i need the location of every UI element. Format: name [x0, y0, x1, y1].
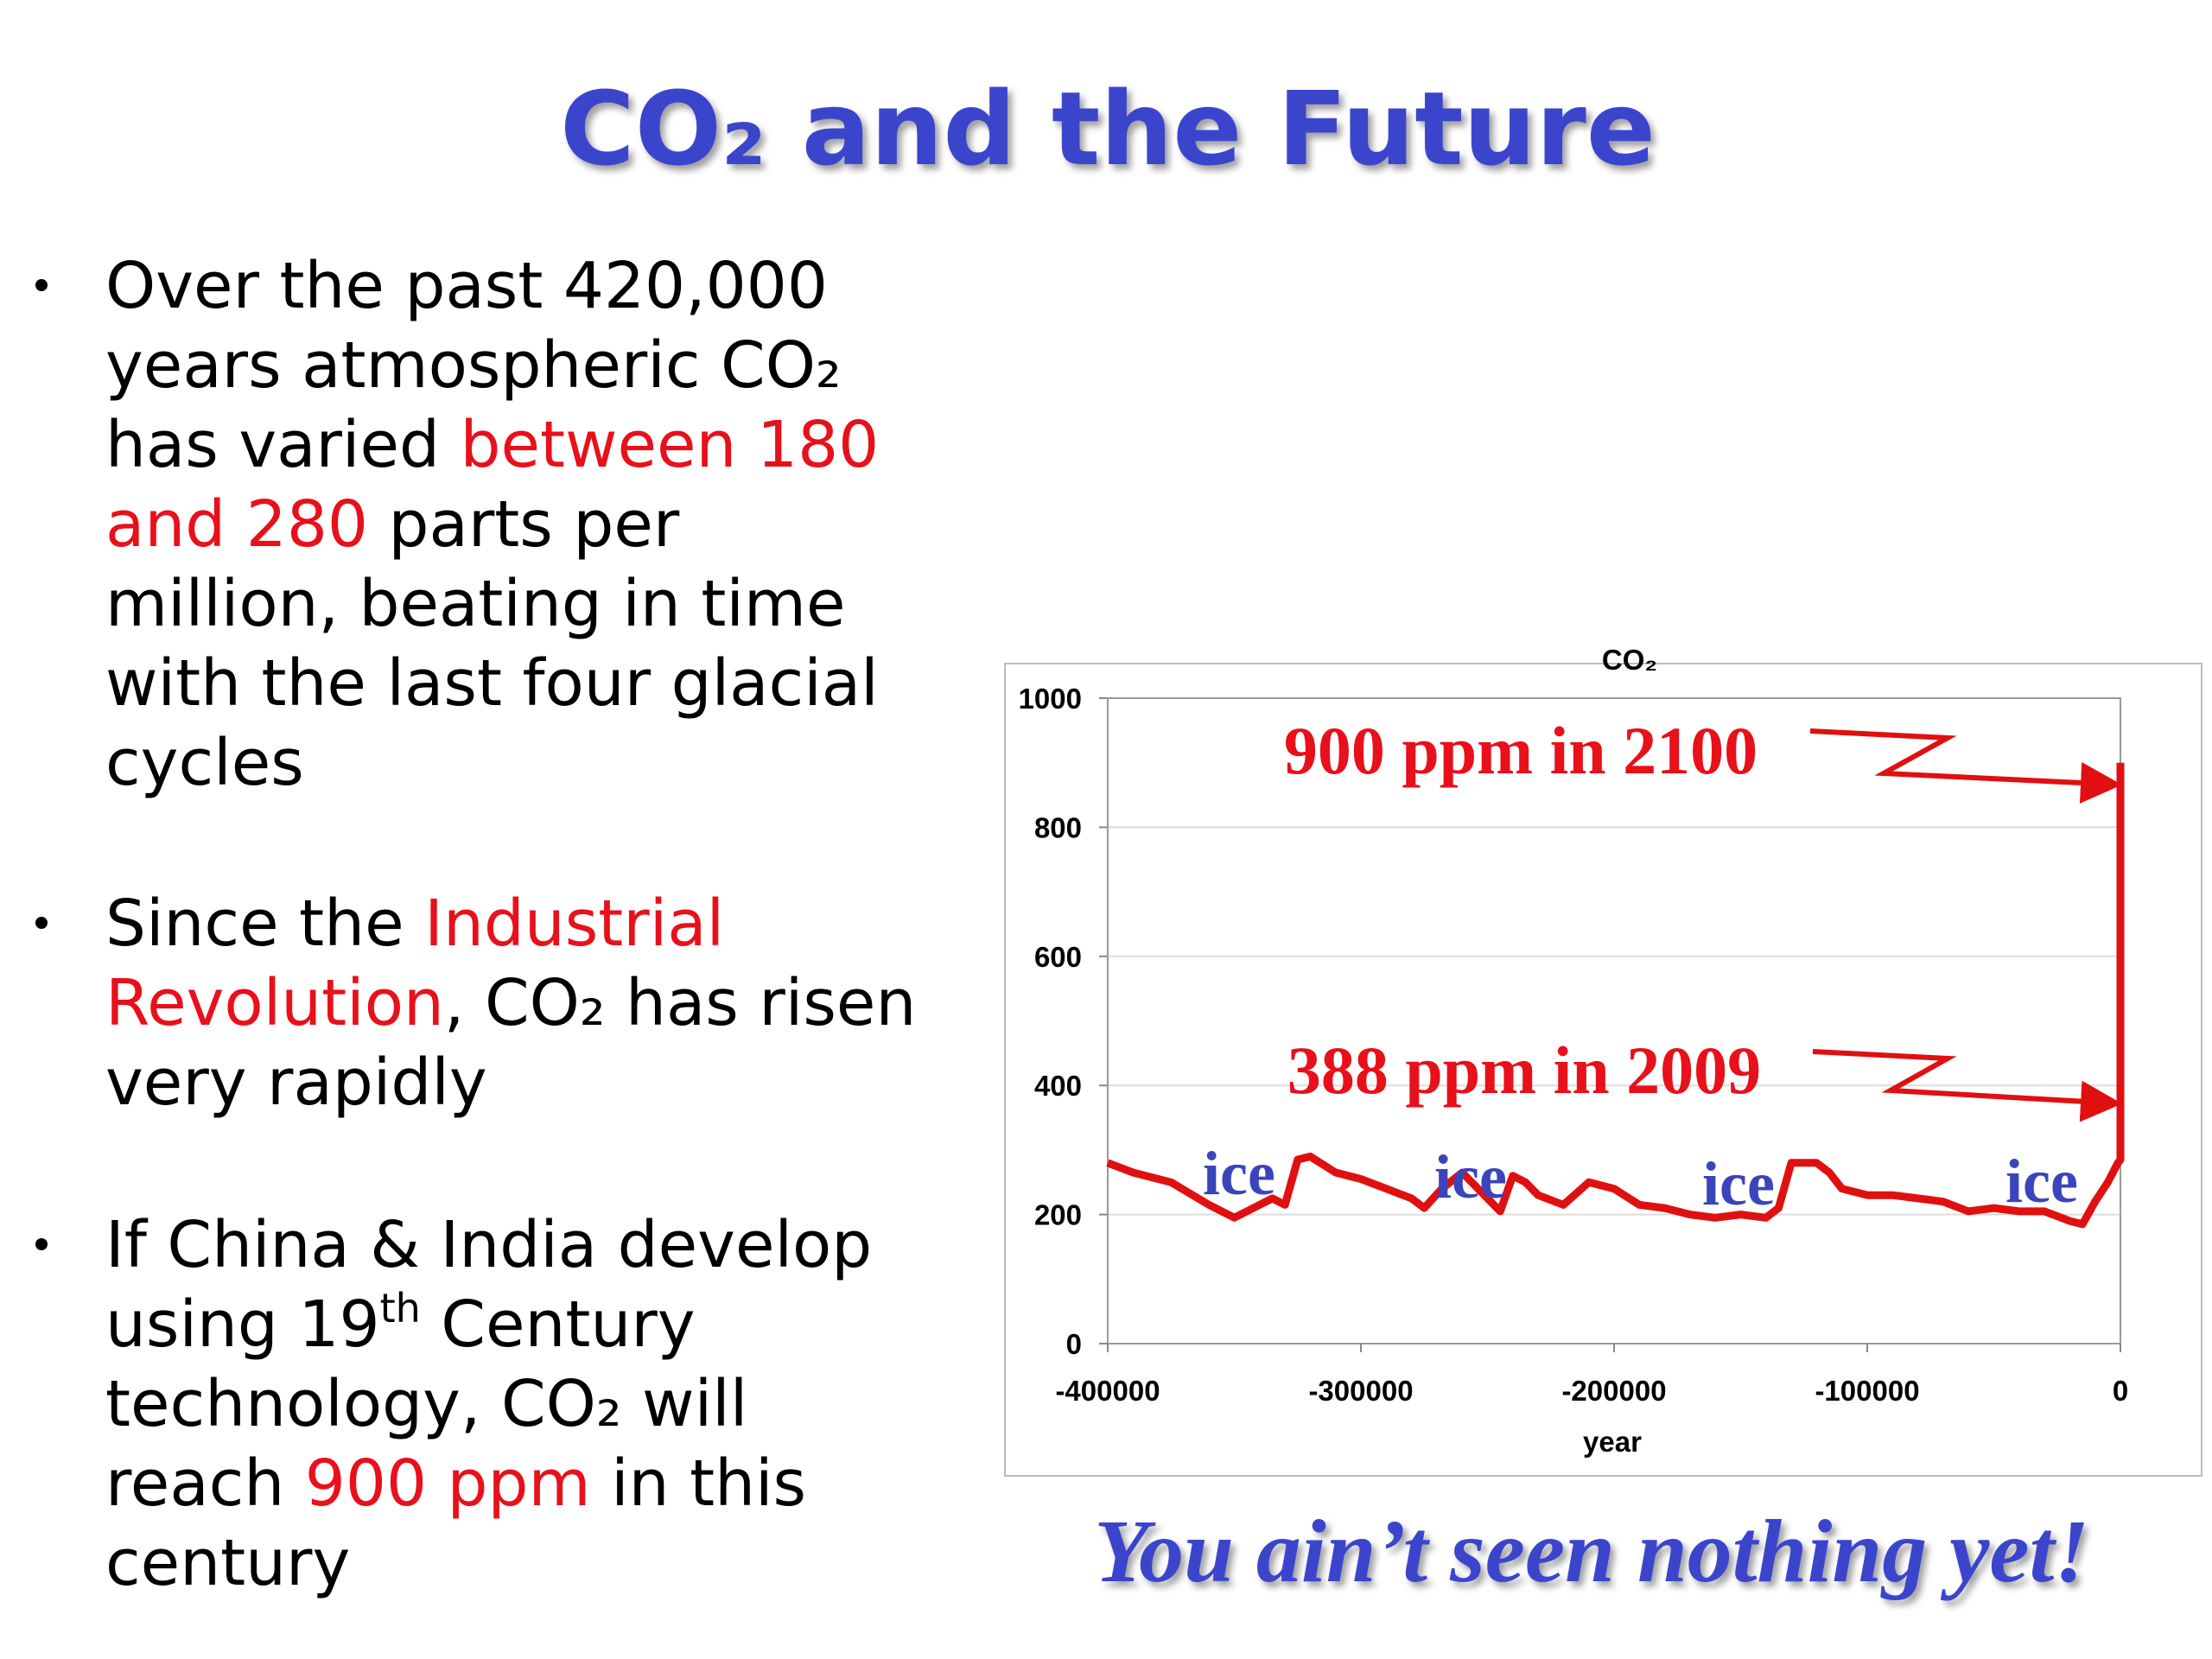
text-run: years atmospheric CO₂: [105, 328, 842, 403]
bullet-dot: [35, 1238, 48, 1250]
bullet-line: Over the past 420,000: [105, 249, 828, 323]
y-tick-label: 800: [1034, 811, 1082, 843]
text-run: reach: [105, 1446, 305, 1521]
bullet-dot: [35, 917, 48, 929]
bullet-line: using 19th Century: [105, 1285, 696, 1362]
text-run: and 280: [105, 487, 368, 562]
text-run: Revolution: [105, 966, 444, 1040]
data-line: [1106, 762, 2125, 1229]
x-tick-label: -100000: [1815, 1375, 1919, 1407]
annotation: 900 ppm in 2100: [1284, 713, 1758, 788]
chart-frame: [1004, 663, 2202, 1477]
bullet-line: with the last four glacial: [105, 646, 879, 721]
text-run: th: [380, 1285, 421, 1332]
chart-title: CO₂: [1602, 644, 1657, 676]
bullet-line: If China & India develop: [105, 1208, 872, 1282]
text-run: Over the past 420,000: [105, 249, 828, 323]
y-tick-label: 1000: [1019, 683, 1082, 715]
x-axis-label: year: [1583, 1426, 1642, 1458]
text-run: using 19: [105, 1287, 380, 1362]
text-run: in this: [591, 1446, 807, 1521]
text-run: very rapidly: [105, 1046, 487, 1120]
text-run: has varied: [105, 408, 460, 482]
x-tick-label: -400000: [1055, 1375, 1160, 1407]
chart: CO₂ 0 200 400 600 800 1000 -400000 -300000 -20000…: [1019, 644, 2129, 1458]
annotation: ice: [1434, 1142, 1507, 1211]
annotation: ice: [1702, 1149, 1775, 1218]
y-tick-label: 200: [1034, 1199, 1082, 1231]
y-tick-label: 0: [1066, 1328, 1082, 1360]
annotation: ice: [2005, 1147, 2078, 1216]
bullet-line: technology, CO₂ will: [105, 1367, 747, 1441]
tagline: You ain’t seen nothing yet!: [1094, 1502, 2089, 1601]
text-run: between 180: [460, 408, 879, 482]
bullet-line: and 280 parts per: [105, 487, 680, 562]
text-run: cycles: [105, 726, 304, 800]
y-tick-label: 600: [1034, 941, 1082, 973]
text-run: with the last four glacial: [105, 646, 879, 721]
bullet-dot: [35, 279, 48, 291]
slide-title: CO₂ and the Future: [560, 69, 1656, 188]
text-run: 900 ppm: [305, 1446, 591, 1521]
bullet-line: years atmospheric CO₂: [105, 328, 842, 403]
text-run: Century: [421, 1287, 696, 1362]
y-tick-label: 400: [1034, 1070, 1082, 1102]
text-run: If China & India develop: [105, 1208, 872, 1282]
bullet-line: century: [105, 1526, 350, 1600]
bullet-line: has varied between 180: [105, 408, 879, 482]
bullet-line: reach 900 ppm in this: [105, 1446, 806, 1521]
bullet-line: cycles: [105, 726, 304, 800]
annotation: ice: [1203, 1139, 1275, 1208]
arrow: [1809, 728, 2122, 804]
x-tick-label: 0: [2113, 1375, 2128, 1407]
text-run: technology, CO₂ will: [105, 1367, 747, 1441]
text-run: Industrial: [424, 887, 724, 961]
text-run: century: [105, 1526, 350, 1600]
bullet-line: million, beating in time: [105, 567, 846, 641]
text-run: , CO₂ has risen: [444, 966, 916, 1040]
bullet-line: very rapidly: [105, 1046, 487, 1120]
bullet-line: Revolution, CO₂ has risen: [105, 966, 916, 1040]
text-run: parts per: [368, 487, 680, 562]
arrow: [1812, 1049, 2122, 1122]
bullet-line: Since the Industrial: [105, 887, 724, 961]
x-tick-label: -200000: [1561, 1375, 1666, 1407]
text-run: Since the: [105, 887, 424, 961]
annotation: 388 ppm in 2009: [1287, 1033, 1761, 1108]
text-run: million, beating in time: [105, 567, 846, 641]
x-tick-label: -300000: [1308, 1375, 1413, 1407]
